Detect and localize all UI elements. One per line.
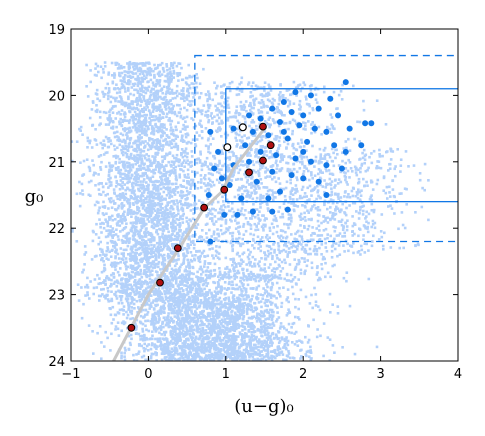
selected-star: [304, 138, 311, 145]
selected-star: [215, 148, 222, 155]
selected-star: [331, 142, 338, 149]
selected-star: [288, 109, 295, 115]
x-tick-label: 2: [299, 367, 307, 382]
selected-star: [246, 158, 253, 165]
selected-star: [296, 122, 303, 129]
selected-star: [246, 112, 253, 119]
selected-star: [249, 208, 256, 215]
selected-star: [307, 158, 314, 165]
y-tick-label: 23: [48, 289, 65, 304]
track: [112, 127, 266, 361]
red-marker: [259, 122, 267, 131]
plot-frame: [70, 28, 459, 362]
x-tick-label: 3: [376, 367, 384, 382]
selected-star: [230, 125, 237, 132]
selected-star: [362, 120, 369, 127]
selected-star: [257, 148, 264, 155]
selected-star: [234, 211, 241, 218]
selected-star: [226, 182, 233, 189]
selection-box-outer: [194, 54, 458, 243]
x-tick-label: 4: [454, 367, 462, 382]
selected-star: [269, 208, 276, 215]
red-marker: [173, 244, 182, 253]
selected-star: [280, 128, 287, 135]
selected-star: [311, 125, 318, 132]
track-line: [112, 127, 266, 361]
selected-star: [238, 195, 245, 202]
selected-star: [207, 128, 214, 135]
selected-star: [327, 95, 334, 102]
selected-star: [358, 142, 365, 149]
selected-star: [292, 155, 299, 162]
selected-star: [315, 105, 322, 112]
y-tick-label: 21: [48, 156, 65, 171]
red-marker: [245, 168, 253, 177]
selected-star: [292, 89, 299, 96]
selected-star: [323, 128, 330, 135]
selected-star: [284, 135, 291, 142]
selected-star: [269, 168, 276, 175]
red-marker: [127, 323, 136, 332]
selected-star: [253, 178, 260, 185]
red-marker: [200, 203, 209, 212]
x-tick-label: −1: [61, 367, 80, 382]
x-axis-label: (u−g)₀: [234, 396, 293, 417]
selected-star: [288, 172, 295, 179]
selected-star: [205, 192, 212, 198]
y-tick-labels: 19 20 21 22 23 24: [48, 23, 65, 370]
selected-star: [280, 99, 287, 106]
selected-star: [284, 206, 291, 213]
x-tick-label: 1: [222, 367, 230, 382]
selected-star: [265, 132, 272, 139]
selected-star: [300, 112, 307, 119]
selected-star: [323, 192, 330, 198]
selected-star: [242, 142, 249, 149]
selected-star: [269, 105, 276, 112]
selected-star: [257, 115, 264, 122]
white-marker: [238, 123, 247, 132]
y-tick-label: 20: [48, 89, 65, 104]
selected-star: [218, 175, 225, 182]
selected-star: [315, 178, 322, 185]
background-stars: [71, 60, 430, 361]
selected-star: [221, 211, 228, 218]
y-tick-label: 24: [48, 355, 65, 370]
selected-star: [323, 162, 330, 169]
selected-star: [342, 148, 349, 155]
red-marker: [259, 156, 267, 165]
ticks: [70, 28, 459, 362]
y-tick-label: 19: [48, 23, 65, 38]
selected-star: [276, 118, 283, 125]
selected-star: [276, 188, 283, 195]
selected-stars: [205, 79, 375, 245]
selected-star: [211, 165, 218, 172]
red-marker: [156, 278, 164, 287]
selected-star: [368, 120, 375, 127]
selected-star: [307, 92, 314, 99]
markers: [127, 122, 275, 332]
x-tick-label: 0: [144, 367, 152, 382]
selected-star: [335, 112, 342, 119]
red-marker: [266, 141, 275, 150]
selected-star: [338, 165, 345, 172]
y-tick-label: 22: [48, 222, 65, 237]
x-tick-labels: −1 0 1 2 3 4: [61, 367, 462, 382]
selected-star: [249, 128, 256, 135]
selected-star: [342, 79, 349, 86]
selected-star: [300, 175, 307, 182]
selected-star: [346, 125, 353, 132]
white-marker: [223, 143, 232, 152]
selected-star: [207, 238, 214, 245]
red-marker: [220, 185, 229, 194]
y-axis-label: g₀: [25, 186, 44, 207]
selected-star: [300, 148, 307, 155]
selected-star: [265, 195, 272, 202]
selected-star: [273, 152, 280, 159]
